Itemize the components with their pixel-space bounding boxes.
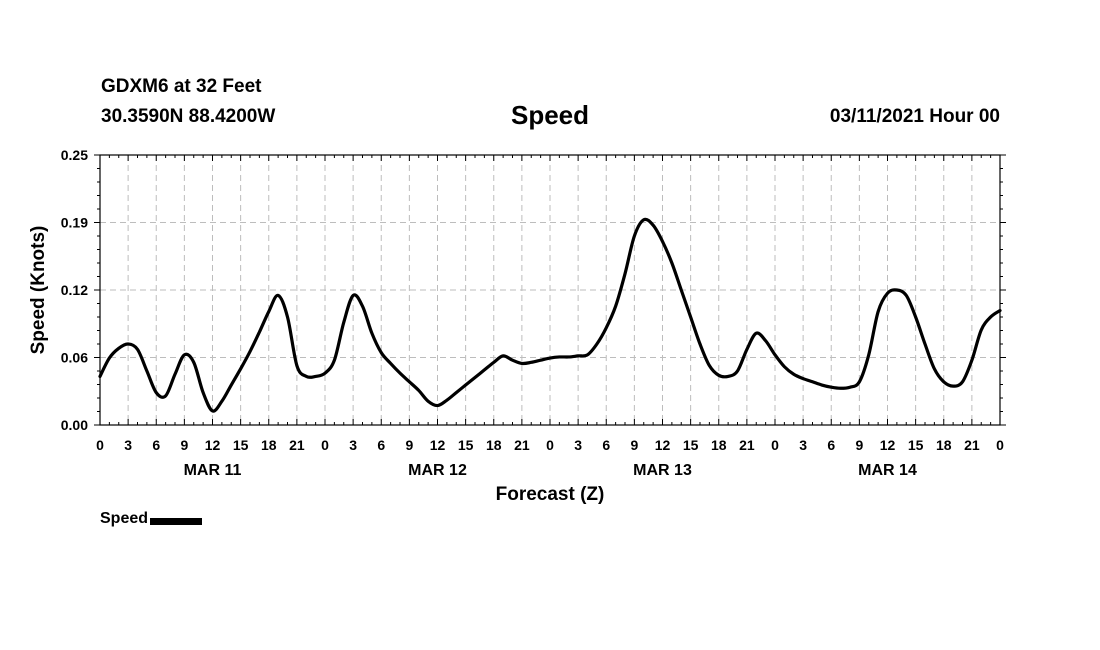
x-tick-label: 12 xyxy=(205,437,221,453)
x-tick-label: 18 xyxy=(486,437,502,453)
date-label: MAR 14 xyxy=(858,462,917,479)
x-tick-label: 0 xyxy=(321,437,329,453)
x-tick-label: 3 xyxy=(799,437,807,453)
x-tick-label: 6 xyxy=(152,437,160,453)
x-tick-label: 6 xyxy=(827,437,835,453)
x-tick-label: 15 xyxy=(458,437,474,453)
x-tick-label: 6 xyxy=(602,437,610,453)
x-tick-label: 18 xyxy=(936,437,952,453)
chart-grid xyxy=(100,155,1000,425)
x-tick-label: 18 xyxy=(261,437,277,453)
x-tick-label: 15 xyxy=(233,437,249,453)
date-label: MAR 13 xyxy=(633,462,692,479)
y-axis-label: Speed (Knots) xyxy=(28,226,49,355)
x-tick-label: 0 xyxy=(771,437,779,453)
x-tick-label: 3 xyxy=(124,437,132,453)
x-tick-label: 9 xyxy=(180,437,188,453)
chart-labels: 0 3 6 9 12 15 18 21 0 3 6 9 12 15 18 21 0 3 6 9 12 15 18 21 0 3 6 9… xyxy=(61,147,1004,479)
y-tick-label: 0.25 xyxy=(61,147,88,163)
y-tick-label: 0.06 xyxy=(61,350,88,366)
y-tick-label: 0.00 xyxy=(61,417,88,433)
x-tick-label: 12 xyxy=(655,437,671,453)
x-tick-label: 12 xyxy=(430,437,446,453)
station-label: GDXM6 at 32 Feet xyxy=(101,76,262,97)
x-tick-label: 9 xyxy=(855,437,863,453)
x-tick-label: 21 xyxy=(514,437,530,453)
x-tick-label: 3 xyxy=(574,437,582,453)
x-tick-label: 6 xyxy=(377,437,385,453)
x-tick-label: 15 xyxy=(908,437,924,453)
y-tick-label: 0.19 xyxy=(61,215,88,231)
date-label: MAR 12 xyxy=(408,462,467,479)
legend: Speed xyxy=(100,510,203,528)
x-tick-label: 12 xyxy=(880,437,896,453)
x-tick-label: 3 xyxy=(349,437,357,453)
x-tick-label: 15 xyxy=(683,437,699,453)
x-tick-label: 21 xyxy=(289,437,305,453)
legend-swatch xyxy=(150,517,203,525)
x-tick-label: 18 xyxy=(711,437,727,453)
x-tick-label: 9 xyxy=(630,437,638,453)
x-tick-label: 21 xyxy=(964,437,980,453)
x-tick-label: 9 xyxy=(405,437,413,453)
coordinates-label: 30.3590N 88.4200W xyxy=(101,106,276,127)
plot-frame xyxy=(99,154,1001,426)
x-tick-label: 0 xyxy=(546,437,554,453)
chart-title: Speed xyxy=(510,100,590,130)
forecast-datetime: 03/11/2021 Hour 00 xyxy=(829,106,1000,127)
x-tick-label: 0 xyxy=(96,437,104,453)
legend-label: Speed xyxy=(100,510,149,527)
x-tick-label: 21 xyxy=(739,437,755,453)
date-label: MAR 11 xyxy=(184,462,242,479)
x-axis-label: Forecast (Z) xyxy=(496,484,605,505)
x-tick-label: 0 xyxy=(996,437,1004,453)
series-speed-line xyxy=(98,217,1002,413)
y-tick-label: 0.12 xyxy=(61,282,88,298)
